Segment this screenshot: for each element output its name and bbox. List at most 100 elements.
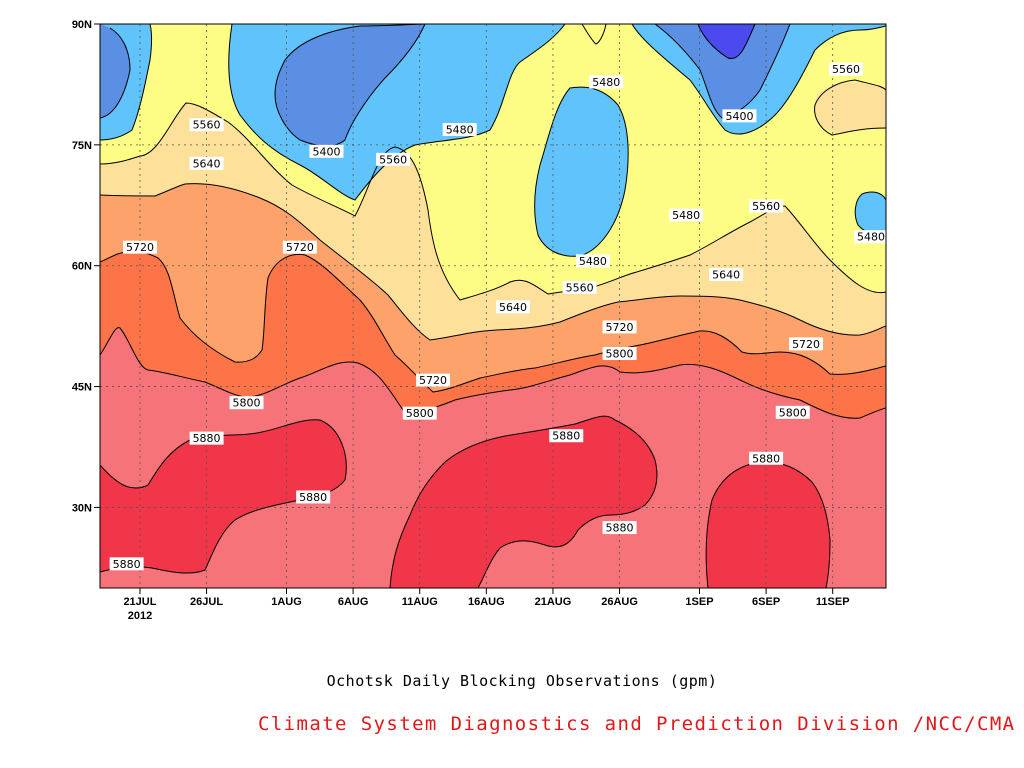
contour-line-5560: [100, 102, 886, 301]
contour-label: 5480: [589, 75, 624, 89]
contour-label: 5720: [282, 240, 317, 254]
contour-line-5880-a: [100, 419, 347, 574]
x-tick-label: 11SEP: [816, 596, 850, 608]
contour-label-text: 5480: [579, 255, 607, 268]
contour-label-text: 5400: [725, 110, 753, 123]
contour-label-text: 5800: [779, 406, 807, 419]
contour-label: 5640: [495, 300, 530, 314]
contour-label-text: 5640: [712, 269, 740, 282]
y-tick-label: 90N: [72, 19, 92, 31]
contour-line-5400-c: [654, 24, 791, 119]
contour-label: 5720: [122, 240, 157, 254]
band-5560-lobe-c: [814, 82, 886, 133]
contour-label-text: 5720: [792, 338, 820, 351]
x-tick-label: 1SEP: [685, 596, 713, 608]
band-below-5480-b: [275, 24, 425, 146]
band-above-5960-b: [390, 416, 657, 588]
contour-label-text: 5800: [606, 348, 634, 361]
y-tick-label: 30N: [72, 502, 92, 514]
contour-label-text: 5400: [312, 145, 340, 158]
contour-label-text: 5880: [299, 491, 327, 504]
contour-label: 5880: [296, 490, 331, 504]
contour-line-5560-lobe-c: [814, 79, 886, 136]
x-tick-label: 11AUG: [402, 596, 438, 608]
contour-labels: 5560 5640 5720 5720 5800 5880 5880 5880 5400 5560…: [109, 62, 888, 571]
contour-label-text: 5560: [752, 200, 780, 213]
contour-label: 5800: [229, 396, 264, 410]
x-tick-label: 16AUG: [468, 596, 505, 608]
contour-label: 5800: [602, 347, 637, 361]
contour-label: 5480: [575, 254, 610, 268]
gridlines: [100, 24, 886, 588]
contour-line-5480-c: [581, 24, 607, 45]
contour-label: 5480: [669, 208, 704, 222]
contour-label-text: 5720: [126, 241, 154, 254]
contour-label-text: 5880: [606, 522, 634, 535]
contour-label-text: 5880: [752, 452, 780, 465]
contour-label-text: 5480: [446, 124, 474, 137]
contour-label: 5480: [442, 123, 477, 137]
axes: 21JUL 26JUL 1AUG 6AUG 11AUG 16AUG 21AUG 26AUG 1S…: [72, 19, 850, 622]
contour-label-text: 5720: [419, 374, 447, 387]
x-tick-label: 6AUG: [338, 596, 369, 608]
contour-line-5400-a: [100, 27, 131, 119]
contour-line-5400-b: [274, 24, 426, 147]
x-tick-label: 26JUL: [190, 596, 223, 608]
contour-label: 5880: [189, 431, 224, 445]
contour-label-text: 5800: [406, 407, 434, 420]
contour-label-text: 5560: [379, 153, 407, 166]
contour-fills: [100, 24, 886, 588]
x-tick-label: 6SEP: [752, 596, 780, 608]
contour-label: 5560: [376, 152, 411, 166]
contour-label: 5560: [829, 62, 864, 76]
contour-label: 5640: [709, 268, 744, 282]
band-below-5400: [698, 24, 755, 59]
contour-label-text: 5480: [592, 76, 620, 89]
contour-label: 5560: [189, 118, 224, 132]
x-tick-label: 1AUG: [271, 596, 302, 608]
contour-label: 5400: [309, 144, 344, 158]
y-tick-label: 60N: [72, 261, 92, 273]
x-tick-label: 21JUL: [123, 596, 156, 608]
contour-label: 5400: [722, 109, 757, 123]
contour-line-5720: [100, 251, 886, 393]
contour-label-text: 5880: [113, 558, 141, 571]
contour-label-text: 5800: [233, 397, 261, 410]
credit-line: Climate System Diagnostics and Predictio…: [258, 713, 1016, 735]
contour-line-5320: [697, 24, 756, 60]
contour-label: 5880: [109, 557, 144, 571]
contour-label: 5880: [602, 521, 637, 535]
contour-label: 5800: [402, 406, 437, 420]
contour-line-5640: [100, 183, 886, 341]
x-tick-label: 21AUG: [535, 596, 572, 608]
contour-label: 5800: [775, 405, 810, 419]
contour-label-text: 5720: [606, 321, 634, 334]
contour-line-5800: [100, 327, 886, 419]
contour-label-text: 5640: [193, 157, 221, 170]
contour-lines: [100, 24, 886, 588]
chart-title: Ochotsk Daily Blocking Observations (gpm…: [326, 672, 718, 690]
contour-label-text: 5560: [566, 281, 594, 294]
contour-line-5880-b: [389, 415, 658, 588]
contour-label-text: 5880: [193, 432, 221, 445]
band-5480-lobe-b: [855, 192, 886, 235]
contour-label: 5880: [549, 429, 584, 443]
contour-line-5480-d: [631, 24, 886, 135]
x-year-label: 2012: [128, 610, 152, 622]
contour-label-text: 5560: [832, 63, 860, 76]
contour-label: 5560: [562, 280, 597, 294]
contour-label-text: 5880: [552, 430, 580, 443]
contour-line-5480-a: [100, 24, 152, 141]
contour-label: 5880: [749, 451, 784, 465]
contour-label: 5720: [416, 373, 451, 387]
contour-label-text: 5720: [286, 241, 314, 254]
contour-line-5480-b: [228, 24, 566, 201]
contour-label-text: 5560: [193, 119, 221, 132]
contour-label: 5640: [189, 156, 224, 170]
y-tick-label: 75N: [72, 140, 92, 152]
band-above-5960-a: [100, 419, 347, 574]
contour-label: 5560: [749, 199, 784, 213]
contour-label: 5720: [602, 320, 637, 334]
contour-label-text: 5480: [857, 231, 885, 244]
